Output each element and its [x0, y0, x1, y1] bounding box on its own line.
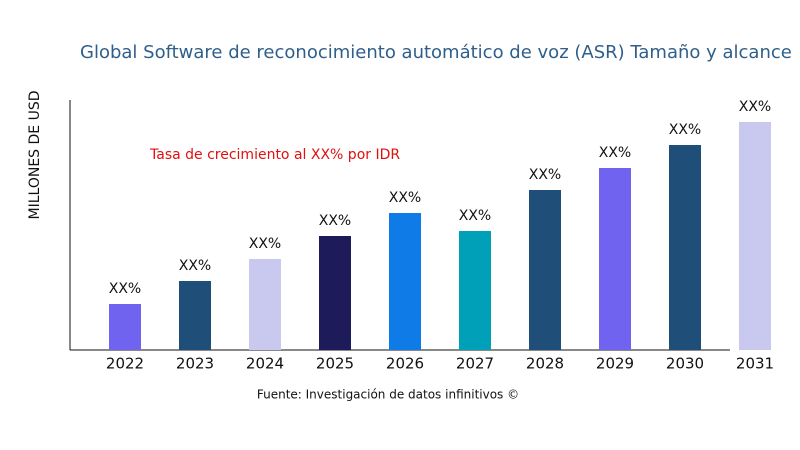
- bar: [459, 231, 491, 350]
- x-tick-label: 2029: [596, 355, 634, 373]
- bar: [179, 281, 211, 350]
- value-label: XX%: [319, 213, 351, 229]
- bar: [389, 213, 421, 350]
- value-label: XX%: [179, 258, 211, 274]
- bar: [529, 190, 561, 350]
- x-tick-label: 2022: [106, 355, 144, 373]
- x-tick-label: 2030: [666, 355, 704, 373]
- bar: [249, 259, 281, 350]
- x-tick-label: 2023: [176, 355, 214, 373]
- y-axis-label: MILLONES DE USD: [27, 91, 43, 220]
- x-tick-label: 2025: [316, 355, 354, 373]
- bar: [109, 304, 141, 350]
- annotation: Tasa de crecimiento al XX% por IDR: [149, 147, 400, 163]
- bar: [669, 145, 701, 350]
- bar: [599, 168, 631, 350]
- value-label: XX%: [739, 99, 771, 115]
- bar: [319, 236, 351, 350]
- value-label: XX%: [109, 281, 141, 297]
- x-tick-label: 2028: [526, 355, 564, 373]
- value-label: XX%: [389, 190, 421, 206]
- x-tick-label: 2026: [386, 355, 424, 373]
- value-label: XX%: [529, 167, 561, 183]
- bar: [739, 122, 771, 350]
- chart-title: Global Software de reconocimiento automá…: [80, 42, 792, 63]
- x-tick-label: 2024: [246, 355, 284, 373]
- value-label: XX%: [599, 145, 631, 161]
- x-tick-label: 2027: [456, 355, 494, 373]
- value-label: XX%: [249, 236, 281, 252]
- value-label: XX%: [669, 122, 701, 138]
- x-tick-label: 2031: [736, 355, 774, 373]
- value-label: XX%: [459, 208, 491, 224]
- source: Fuente: Investigación de datos infinitiv…: [257, 388, 519, 402]
